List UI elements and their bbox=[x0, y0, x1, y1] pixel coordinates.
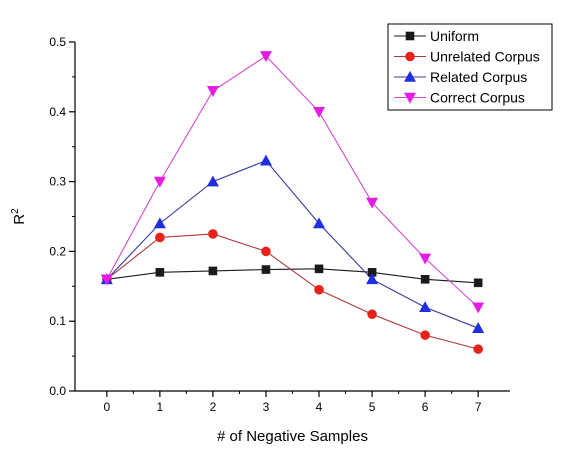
data-point-marker bbox=[314, 264, 324, 274]
data-point-marker bbox=[206, 86, 219, 97]
y-tick-label: 0.0 bbox=[49, 384, 66, 398]
data-point-marker bbox=[261, 246, 271, 257]
legend-marker bbox=[403, 92, 417, 104]
data-point-marker bbox=[367, 309, 377, 320]
y-tick-label: 0.3 bbox=[49, 175, 66, 189]
x-tick-label: 2 bbox=[210, 400, 217, 414]
y-tick-label: 0.1 bbox=[49, 314, 66, 328]
data-point-marker bbox=[208, 266, 218, 276]
series-markers bbox=[100, 51, 485, 354]
data-point-marker bbox=[366, 197, 379, 209]
legend-label: Unrelated Corpus bbox=[430, 49, 540, 65]
y-axis-ticks: 0.0 0.1 0.2 0.3 0.4 0.5 bbox=[49, 35, 75, 398]
data-point-marker bbox=[473, 344, 483, 354]
data-point-marker bbox=[419, 301, 432, 313]
x-tick-label: 5 bbox=[369, 400, 376, 414]
series-line-related-corpus bbox=[106, 160, 479, 329]
data-point-marker bbox=[153, 176, 166, 188]
series-line-unrelated-corpus bbox=[106, 233, 479, 350]
legend-label: Correct Corpus bbox=[430, 90, 525, 106]
x-tick-label: 4 bbox=[316, 400, 323, 414]
series-line-correct-corpus bbox=[106, 55, 479, 308]
data-point-marker bbox=[314, 284, 324, 295]
data-point-marker bbox=[473, 278, 483, 288]
x-axis-title: # of Negative Samples bbox=[217, 428, 368, 445]
data-point-marker bbox=[208, 229, 218, 239]
axes: 0 1 2 3 4 5 6 7 0.0 0.1 0.2 0.3 0.4 0.5 bbox=[49, 35, 510, 414]
x-tick-label: 1 bbox=[157, 400, 164, 414]
legend-box bbox=[387, 23, 553, 111]
legend-label: Uniform bbox=[430, 28, 479, 44]
data-point-marker bbox=[313, 217, 326, 229]
data-point-marker bbox=[259, 154, 272, 166]
series-line-uniform bbox=[106, 268, 479, 284]
legend-marker bbox=[405, 31, 415, 41]
data-point-marker bbox=[259, 51, 272, 63]
y-axis-title-superscript: 2 bbox=[10, 208, 21, 214]
data-point-marker bbox=[155, 268, 165, 277]
x-tick-label: 3 bbox=[263, 400, 270, 414]
data-point-marker bbox=[472, 302, 485, 314]
data-point-marker bbox=[472, 322, 485, 333]
y-tick-label: 0.2 bbox=[49, 244, 66, 258]
x-axis-ticks: 0 1 2 3 4 5 6 7 bbox=[103, 391, 482, 414]
x-tick-label: 7 bbox=[475, 400, 482, 414]
x-tick-label: 0 bbox=[103, 400, 110, 414]
legend-label: Related Corpus bbox=[430, 69, 527, 85]
y-tick-label: 0.5 bbox=[49, 35, 66, 49]
y-tick-label: 0.4 bbox=[49, 105, 66, 119]
data-point-marker bbox=[420, 330, 430, 340]
data-point-marker bbox=[313, 107, 326, 118]
series-lines bbox=[106, 55, 479, 350]
legend-marker bbox=[405, 51, 415, 62]
data-point-marker bbox=[419, 253, 432, 265]
data-point-marker bbox=[366, 273, 379, 285]
data-point-marker bbox=[100, 274, 113, 286]
data-point-marker bbox=[420, 275, 430, 284]
data-point-marker bbox=[155, 232, 165, 243]
legend-marker bbox=[403, 70, 417, 82]
data-point-marker bbox=[261, 265, 271, 274]
x-tick-label: 6 bbox=[422, 400, 429, 414]
data-point-marker bbox=[153, 217, 166, 229]
data-point-marker bbox=[206, 175, 219, 187]
y-axis-title-text: R bbox=[11, 214, 28, 225]
legend: Uniform Unrelated Corpus Related Corpus Cor… bbox=[387, 23, 553, 111]
y-axis-title: R2 bbox=[10, 208, 28, 225]
